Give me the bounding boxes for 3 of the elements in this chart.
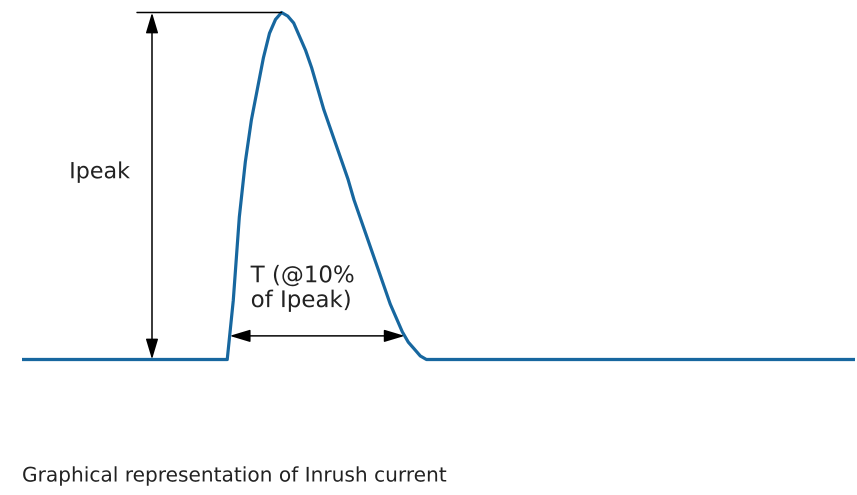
annotation: T (@10% of Ipeak)	[250, 264, 354, 312]
text: Graphical representation of Inrush current	[23, 466, 446, 486]
annotation: Ipeak	[71, 161, 130, 183]
